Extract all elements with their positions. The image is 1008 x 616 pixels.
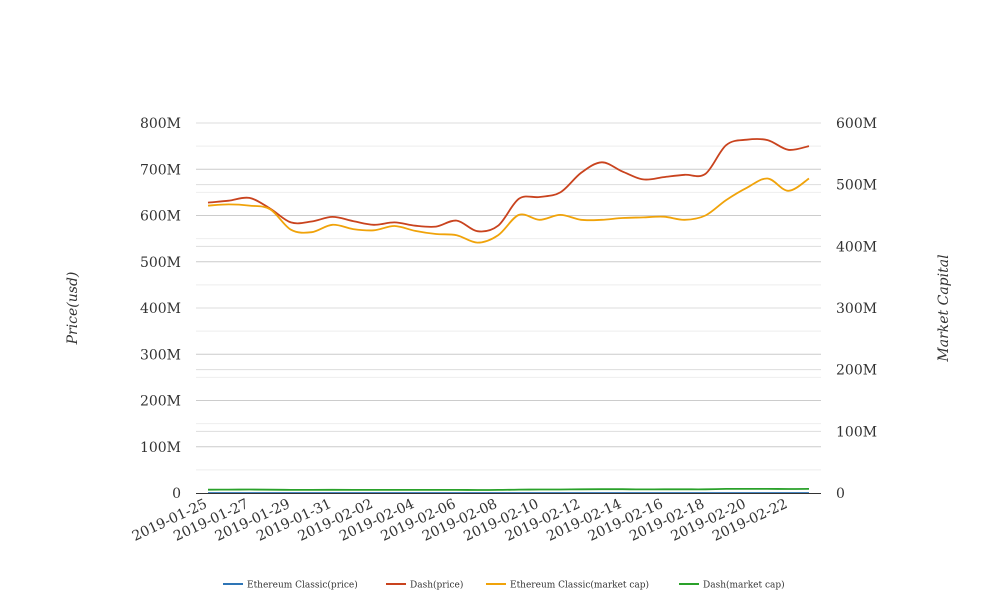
legend-label: Dash(price) [410,580,463,591]
left-y-tick-labels: 0 100M 200M 300M 400M 500M 600M 700M 800M [140,116,181,502]
right-axis-title: Market Capital [936,254,952,362]
left-axis-title: Price(usd) [65,272,81,346]
x-tick-labels: 2019-01-252019-01-272019-01-292019-01-31… [130,496,790,545]
right-tick-label: 500M [836,178,877,194]
right-tick-label: 300M [836,301,877,317]
right-y-tick-labels: 0 100M 200M 300M 400M 500M 600M [836,116,877,502]
legend: Ethereum Classic(price) Dash(price) Ethere… [223,580,785,591]
right-tick-label: 600M [836,116,877,132]
legend-label: Ethereum Classic(market cap) [510,580,649,591]
right-tick-label: 400M [836,239,877,255]
left-tick-label: 500M [140,255,181,271]
right-tick-label: 200M [836,363,877,379]
legend-label: Ethereum Classic(price) [247,580,358,591]
legend-label: Dash(market cap) [703,580,785,591]
left-tick-label: 0 [172,486,181,502]
left-tick-label: 800M [140,116,181,132]
series-line-1 [207,138,810,233]
series-line-3 [207,487,810,491]
left-tick-label: 300M [140,347,181,363]
right-tick-label: 0 [836,486,845,502]
left-tick-label: 700M [140,162,181,178]
left-tick-label: 200M [140,394,181,410]
grid-lines [196,122,821,471]
left-tick-label: 600M [140,209,181,225]
series-line-2 [207,177,810,244]
left-tick-label: 400M [140,301,181,317]
left-tick-label: 100M [140,440,181,456]
right-tick-label: 100M [836,424,877,440]
